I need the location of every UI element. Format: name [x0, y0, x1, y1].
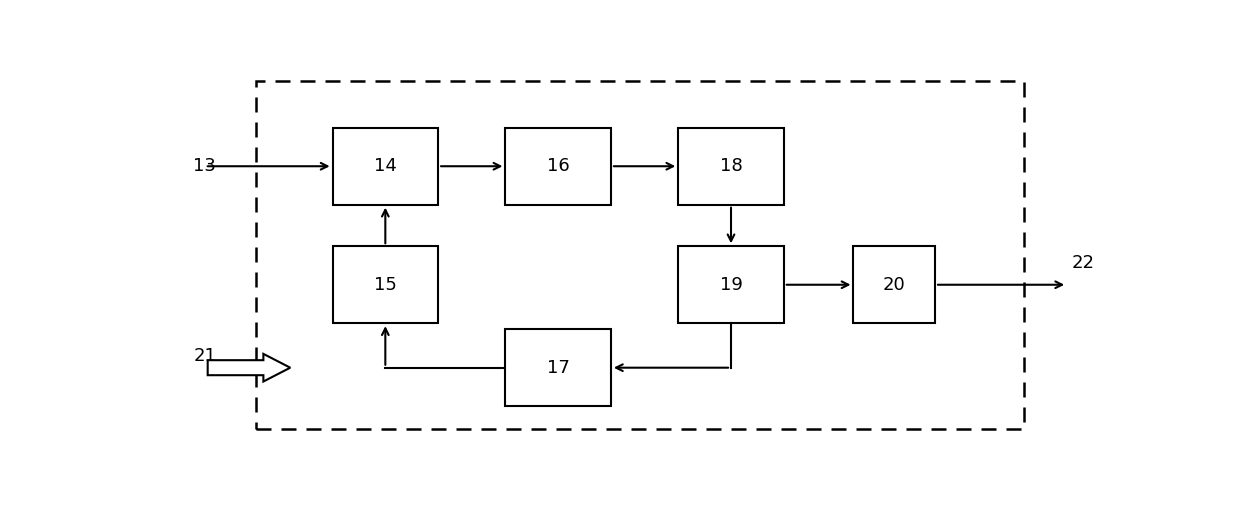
Text: 16: 16: [546, 157, 570, 175]
Text: 22: 22: [1072, 254, 1095, 272]
Text: 14: 14: [374, 157, 396, 175]
Text: 15: 15: [374, 276, 396, 294]
Bar: [854, 246, 935, 323]
Bar: [255, 82, 1023, 429]
Bar: [678, 128, 784, 205]
Bar: [678, 246, 784, 323]
Text: 18: 18: [720, 157, 742, 175]
Text: 21: 21: [193, 347, 216, 365]
Bar: [332, 246, 439, 323]
Bar: [332, 128, 439, 205]
Text: 17: 17: [546, 359, 570, 377]
Polygon shape: [208, 354, 290, 382]
Text: 13: 13: [193, 157, 216, 175]
Text: 20: 20: [883, 276, 906, 294]
Bar: [506, 128, 611, 205]
Bar: [506, 329, 611, 406]
Text: 19: 19: [720, 276, 742, 294]
